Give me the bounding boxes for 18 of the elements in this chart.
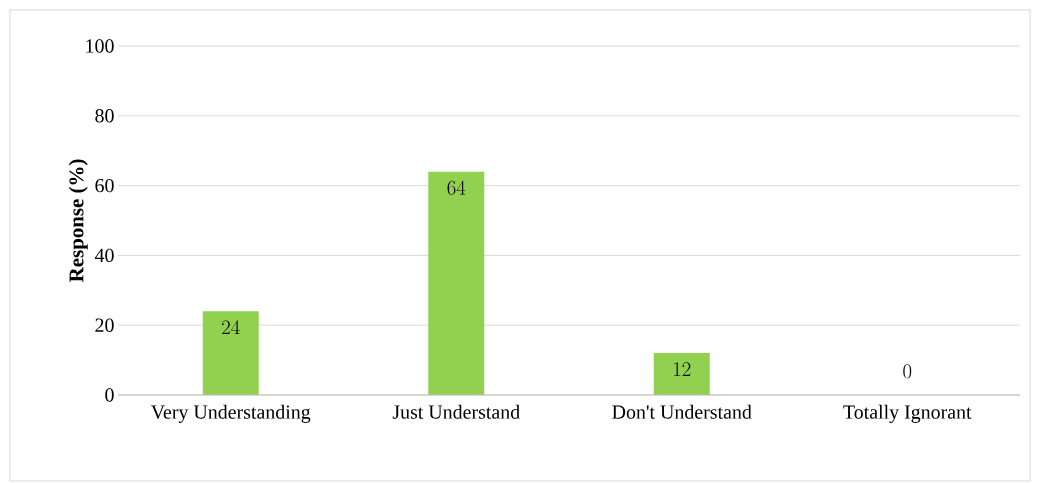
x-tick-label: Just Understand (392, 404, 520, 419)
data-label: 64 (447, 180, 466, 195)
x-tick-label: Don't Understand (612, 404, 752, 419)
data-label: 0 (903, 364, 912, 379)
y-axis-title: Response (%) (68, 159, 88, 283)
bar (202, 311, 259, 395)
data-label: 24 (222, 320, 240, 335)
y-tick-label: 100 (86, 39, 114, 53)
y-tick-label: 20 (95, 318, 114, 332)
bar (428, 171, 485, 395)
y-tick-label: 40 (94, 248, 114, 263)
y-tick-label: 60 (95, 178, 114, 193)
data-label: 12 (674, 362, 691, 376)
y-tick-label: 80 (95, 109, 114, 123)
x-tick-label: Totally Ignorant (843, 404, 972, 423)
x-tick-label: Very Understanding (151, 404, 311, 423)
y-tick-label: 0 (105, 388, 114, 402)
bar (653, 353, 710, 395)
